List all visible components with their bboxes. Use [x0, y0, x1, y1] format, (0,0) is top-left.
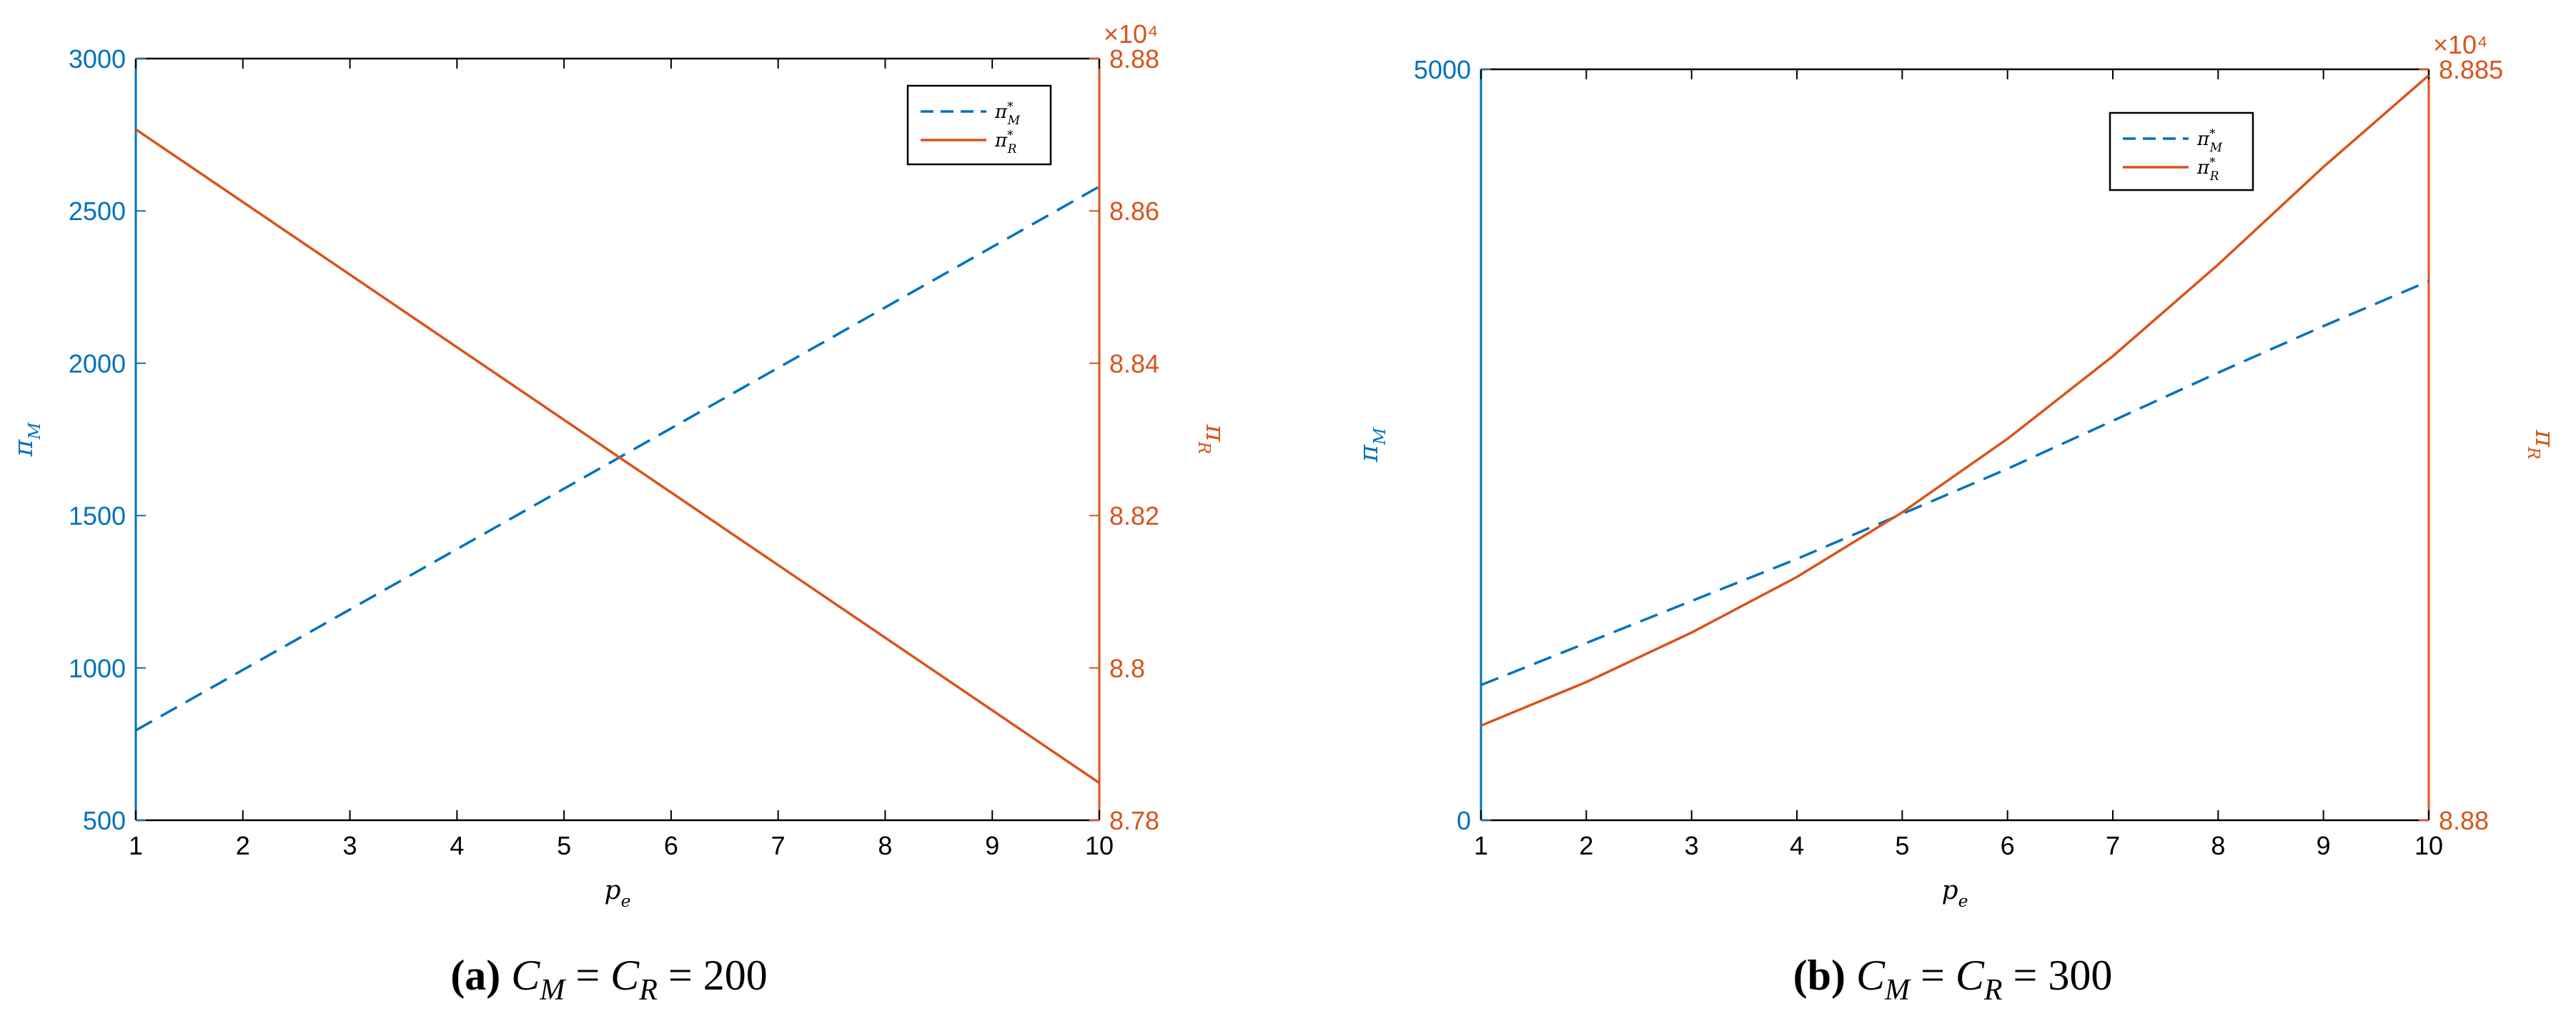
- left-y-tick-label: 2000: [69, 349, 126, 378]
- x-tick-label: 7: [2106, 831, 2120, 860]
- right-y-tick-label: 8.88: [1109, 44, 1159, 74]
- x-tick-label: 1: [1474, 831, 1488, 860]
- series-line-pi-r: [1480, 74, 2430, 727]
- left-y-tick-label: 3000: [69, 44, 126, 74]
- right-axis-multiplier: ×10⁴: [2433, 30, 2488, 59]
- legend-entry-label: π* M: [994, 99, 1021, 128]
- x-axis-label: pe: [605, 876, 631, 911]
- x-tick-label: 8: [2211, 831, 2225, 860]
- x-axis-label: pe: [1942, 876, 1968, 911]
- x-tick-label: 6: [664, 831, 678, 860]
- right-y-tick-label: 8.78: [1109, 806, 1159, 835]
- series-line-pi-m: [135, 185, 1100, 732]
- right-y-axis-label: πR: [2524, 429, 2559, 459]
- legend-entry-label: π* M: [2196, 126, 2223, 155]
- right-y-tick-label: 8.86: [1109, 196, 1159, 226]
- x-tick-label: 2: [236, 831, 250, 860]
- x-tick-label: 4: [1790, 831, 1804, 860]
- x-tick-label: 1: [129, 831, 143, 860]
- right-axis-multiplier: ×10⁴: [1104, 19, 1159, 49]
- figure-caption: (a) CM = CR = 200: [450, 952, 767, 1007]
- x-tick-label: 9: [985, 831, 999, 860]
- legend: π* Mπ* R: [906, 84, 1052, 166]
- x-tick-label: 9: [2317, 831, 2331, 860]
- x-tick-label: 3: [343, 831, 357, 860]
- legend-entry-label: π* R: [2196, 155, 2219, 184]
- x-tick-label: 10: [1085, 831, 1114, 860]
- series-line-pi-m: [1480, 279, 2429, 687]
- right-y-axis-label: πR: [1194, 424, 1229, 454]
- x-tick-label: 5: [1895, 831, 1909, 860]
- x-tick-label: 4: [450, 831, 464, 860]
- chart-panel-2: 1 2 3 4 5 6 7 8 9 10 0 5000 8.88 8.885×10⁴ pe πM πR π* Mπ*…: [1354, 30, 2559, 1007]
- left-y-axis-label: πM: [9, 422, 44, 457]
- x-tick-label: 7: [771, 831, 786, 860]
- left-y-tick-label: 1500: [69, 502, 126, 531]
- figure-caption: (b) CM = CR = 300: [1793, 952, 2113, 1007]
- right-y-tick-label: 8.82: [1109, 502, 1159, 531]
- x-tick-label: 5: [557, 831, 571, 860]
- left-y-tick-label: 1000: [69, 654, 126, 683]
- legend-entry-label: π* R: [994, 128, 1017, 156]
- legend-box: [2109, 111, 2254, 191]
- right-y-tick-label: 8.84: [1109, 349, 1159, 378]
- x-tick-label: 10: [2414, 831, 2443, 860]
- x-tick-label: 3: [1685, 831, 1699, 860]
- left-y-tick-label: 5000: [1414, 55, 1471, 84]
- x-tick-label: 6: [2001, 831, 2015, 860]
- left-y-tick-label: 0: [1457, 806, 1471, 835]
- chart-panel-1: 1 2 3 4 5 6 7 8 9 10 500 1000 1500 2000 2500 3000 8.78 8.…: [9, 19, 1229, 1007]
- left-y-axis-label: πM: [1354, 427, 1389, 463]
- right-y-tick-label: 8.8: [1109, 654, 1145, 683]
- x-tick-label: 2: [1579, 831, 1593, 860]
- legend: π* Mπ* R: [2109, 111, 2254, 191]
- right-y-tick-label: 8.88: [2439, 806, 2489, 835]
- series-line-pi-r: [135, 128, 1100, 785]
- right-y-tick-label: 8.885: [2439, 55, 2503, 84]
- left-y-tick-label: 500: [83, 806, 126, 835]
- x-tick-label: 8: [878, 831, 892, 860]
- legend-box: [906, 84, 1052, 166]
- left-y-tick-label: 2500: [69, 196, 126, 226]
